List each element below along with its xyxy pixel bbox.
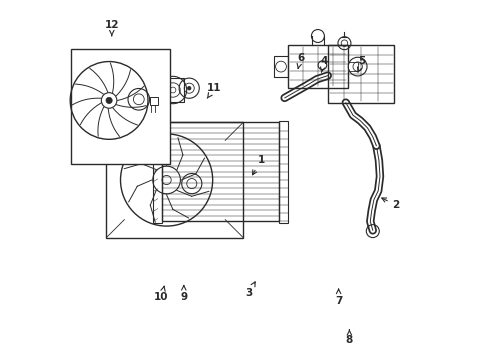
Circle shape — [106, 97, 112, 104]
Bar — [153, 121, 162, 223]
Bar — [328, 45, 394, 103]
Bar — [347, 62, 358, 71]
Bar — [279, 121, 288, 223]
Text: 1: 1 — [252, 155, 265, 175]
Bar — [151, 78, 184, 102]
Text: 5: 5 — [358, 56, 366, 72]
Text: 10: 10 — [154, 286, 169, 302]
Text: 3: 3 — [245, 282, 255, 298]
Bar — [149, 97, 157, 105]
Text: 8: 8 — [346, 330, 353, 345]
Bar — [106, 122, 243, 238]
Text: 6: 6 — [297, 53, 304, 68]
Bar — [288, 45, 347, 88]
Bar — [274, 56, 288, 77]
Circle shape — [187, 86, 191, 90]
Text: 11: 11 — [207, 83, 221, 98]
Bar — [162, 122, 279, 221]
Text: 2: 2 — [382, 198, 400, 210]
Text: 4: 4 — [320, 56, 328, 72]
Text: 9: 9 — [180, 285, 187, 302]
Text: 7: 7 — [335, 289, 343, 306]
Text: 12: 12 — [104, 20, 119, 36]
Bar — [72, 49, 171, 164]
